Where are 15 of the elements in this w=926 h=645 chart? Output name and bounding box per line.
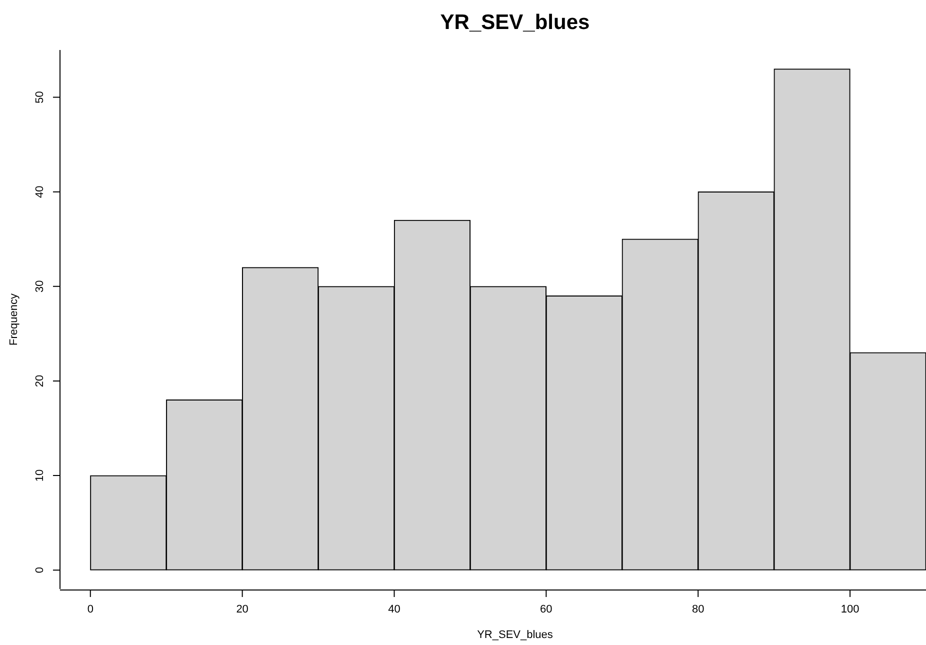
- y-tick-label: 30: [34, 280, 46, 293]
- x-tick-label: 20: [236, 604, 248, 616]
- x-tick-label: 80: [692, 604, 704, 616]
- y-tick-label: 50: [34, 91, 46, 104]
- y-tick-label: 0: [34, 567, 46, 574]
- y-tick-label: 10: [34, 469, 46, 482]
- y-axis-title: Frequency: [8, 293, 20, 346]
- x-tick-label: 60: [540, 604, 552, 616]
- y-tick-label: 40: [34, 186, 46, 198]
- x-axis-title: YR_SEV_blues: [477, 629, 554, 642]
- x-tick-label: 40: [388, 604, 400, 616]
- chart-title: YR_SEV_blues: [440, 10, 590, 34]
- x-tick-label: 100: [840, 604, 860, 616]
- x-tick-label: 0: [87, 604, 94, 616]
- y-tick-label: 20: [34, 374, 46, 388]
